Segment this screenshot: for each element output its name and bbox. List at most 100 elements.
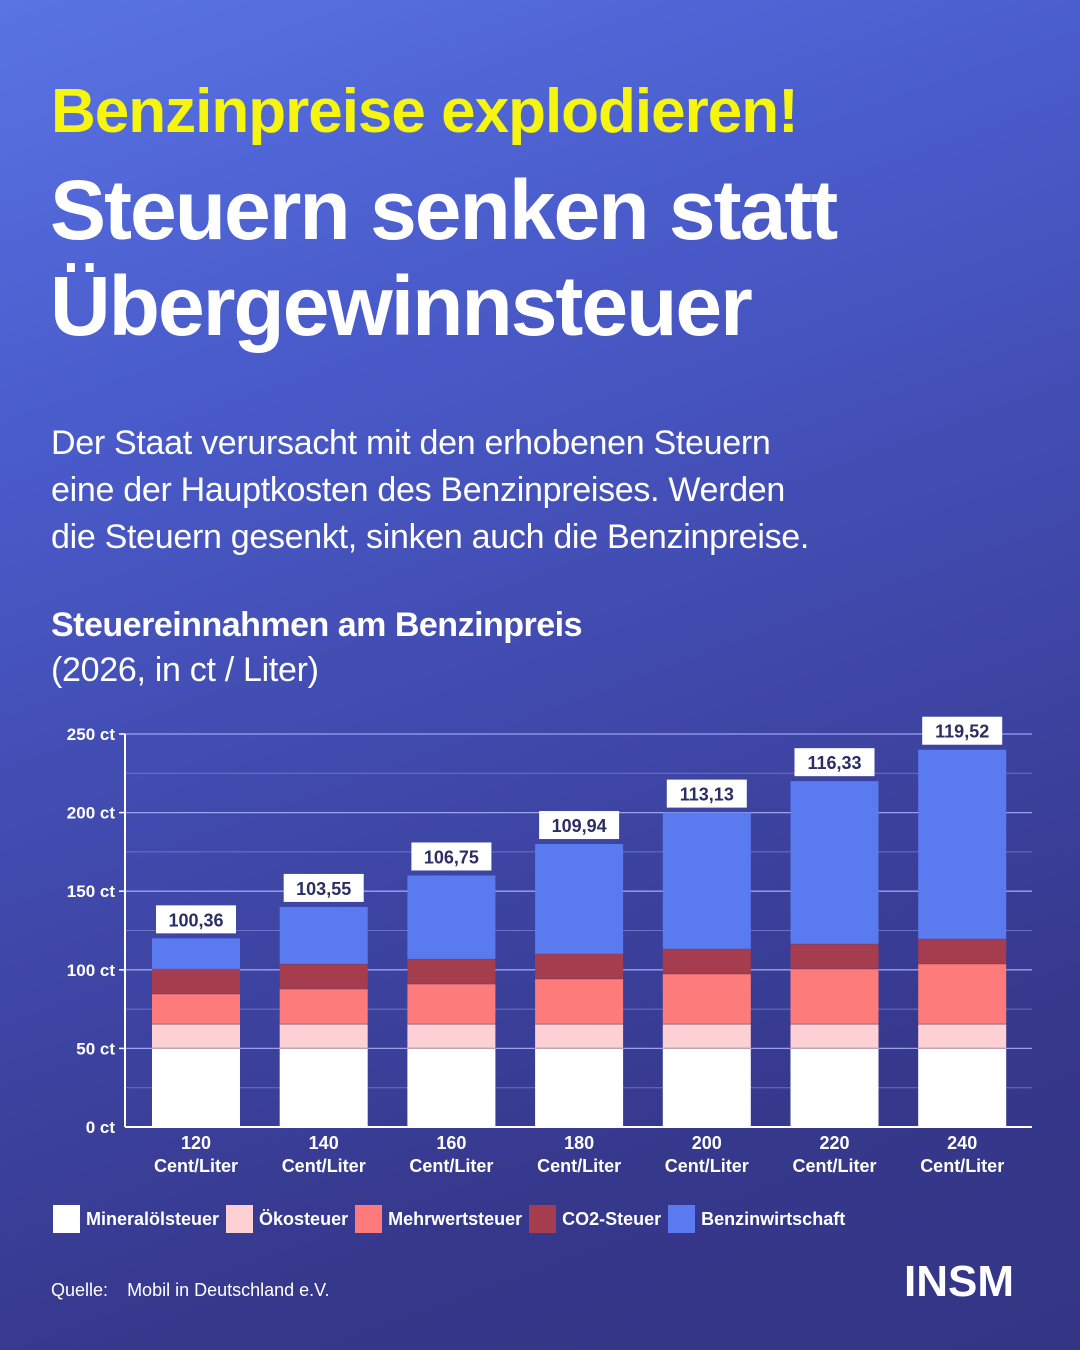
main-headline-line-1: Steuern senken statt [50, 163, 838, 257]
bar-stack-180 [535, 844, 624, 1127]
bar-stack-220 [790, 781, 879, 1127]
legend: Mineralölsteuer Ökosteuer Mehrwertsteuer CO… [53, 1205, 852, 1233]
data-label: 106,75 [411, 842, 492, 871]
bar-segment-benzinwirtschaft [152, 938, 240, 970]
data-label-box [156, 905, 236, 934]
bar-segment-co2-steuer [279, 964, 368, 989]
bar-segment-mehrwertsteuer [662, 973, 751, 1025]
chart-title: Steuereinnahmen am Benzinpreis [51, 606, 583, 644]
legend-item: Mineralölsteuer [53, 1205, 219, 1233]
y-tick-label: 250 ct [67, 725, 116, 744]
data-label-text: 116,33 [807, 753, 861, 773]
source-label: Quelle: [51, 1280, 109, 1300]
bar-segment-ökosteuer [918, 1024, 1007, 1049]
x-tick-label-unit: Cent/Liter [792, 1156, 876, 1176]
x-tick-label-value: 220 [819, 1133, 849, 1153]
legend-swatch [53, 1205, 80, 1233]
data-label: 113,13 [666, 779, 747, 808]
y-axis: 0 ct 50 ct 100 ct 150 ct 200 ct 250 ct [67, 725, 126, 1137]
main-headline-line-2: Übergewinnsteuer [50, 259, 753, 353]
legend-label: CO2-Steuer [562, 1208, 662, 1229]
bar-segment-co2-steuer [535, 954, 624, 979]
x-tick-label-unit: Cent/Liter [409, 1156, 493, 1176]
bar-segment-mineralölsteuer [152, 1048, 240, 1127]
data-labels: 100,36 103,55 106,75 109,94 113,13 116,33 119,… [156, 716, 1003, 934]
bar-segment-ökosteuer [279, 1024, 368, 1049]
chart-subtitle: (2026, in ct / Liter) [51, 651, 319, 689]
insm-logo: INSM [904, 1257, 1014, 1306]
legend-label: Mineralölsteuer [86, 1208, 220, 1229]
y-tick-label: 50 ct [76, 1039, 115, 1058]
bar-segment-mineralölsteuer [535, 1048, 624, 1127]
data-label-box [794, 748, 875, 777]
bar-segment-mehrwertsteuer [790, 968, 879, 1025]
bar-stack-200 [662, 812, 751, 1127]
data-label: 119,52 [922, 716, 1003, 745]
y-tick-label: 100 ct [67, 961, 116, 980]
data-label-box [283, 873, 364, 902]
bar-segment-benzinwirtschaft [790, 781, 879, 945]
bar-segment-benzinwirtschaft [535, 844, 624, 955]
legend-swatch [226, 1205, 254, 1233]
bar-segment-co2-steuer [790, 944, 879, 969]
x-tick-label-value: 160 [436, 1133, 466, 1153]
bar-segment-ökosteuer [662, 1024, 751, 1049]
y-tick-label: 200 ct [67, 804, 116, 823]
legend-swatch [355, 1205, 383, 1233]
legend-item: Benzinwirtschaft [668, 1205, 845, 1233]
bar-segment-benzinwirtschaft [918, 749, 1007, 940]
bar-segment-mineralölsteuer [790, 1048, 879, 1127]
bar-segment-benzinwirtschaft [662, 812, 751, 950]
source-note: Quelle: Mobil in Deutschland e.V. [51, 1280, 330, 1301]
data-label: 116,33 [794, 748, 875, 777]
intro-paragraph: Der Staat verursacht mit den erhobenen S… [51, 420, 1041, 561]
stacked-bar-chart: 0 ct 50 ct 100 ct 150 ct 200 ct 250 ct 100,36… [67, 716, 1032, 1176]
x-tick-label-unit: Cent/Liter [537, 1156, 621, 1176]
legend-swatch [668, 1205, 696, 1233]
data-label-text: 100,36 [168, 910, 223, 930]
data-label: 109,94 [539, 811, 620, 840]
bar-segment-ökosteuer [790, 1024, 879, 1049]
legend-item: Ökosteuer [226, 1205, 348, 1233]
data-label-box [666, 779, 747, 808]
bar-segment-ökosteuer [407, 1024, 496, 1049]
bar-segment-mineralölsteuer [918, 1048, 1007, 1127]
data-label-text: 113,13 [680, 785, 734, 805]
bar-segment-co2-steuer [407, 959, 496, 984]
data-label: 103,55 [283, 873, 364, 902]
bar-segment-benzinwirtschaft [407, 875, 496, 960]
bar-stack-160 [407, 875, 496, 1127]
legend-item: Mehrwertsteuer [355, 1205, 522, 1233]
legend-label: Benzinwirtschaft [701, 1208, 846, 1229]
x-axis: 120 Cent/Liter 140 Cent/Liter 160 Cent/Liter 1… [125, 1126, 1032, 1176]
x-tick-label-unit: Cent/Liter [665, 1156, 749, 1176]
bar-stack-120 [152, 938, 240, 1127]
legend-swatch [529, 1205, 557, 1233]
data-label: 100,36 [156, 905, 236, 934]
bar-segment-mehrwertsteuer [535, 978, 624, 1025]
bar-segment-mehrwertsteuer [407, 983, 496, 1025]
bar-segment-co2-steuer [918, 939, 1007, 964]
x-tick-label-value: 180 [564, 1133, 594, 1153]
kicker-headline: Benzinpreise explodieren! [51, 77, 799, 146]
bar-segment-mineralölsteuer [662, 1048, 751, 1127]
bar-segment-benzinwirtschaft [279, 906, 368, 965]
data-label-box [922, 716, 1003, 745]
bar-segment-mehrwertsteuer [918, 963, 1007, 1025]
data-label-box [411, 842, 492, 871]
x-tick-label-unit: Cent/Liter [282, 1156, 366, 1176]
source-name: Mobil in Deutschland e.V. [127, 1280, 330, 1300]
data-label-text: 119,52 [935, 722, 989, 742]
bar-segment-mineralölsteuer [279, 1048, 368, 1127]
legend-label: Mehrwertsteuer [388, 1208, 523, 1229]
x-tick-label-unit: Cent/Liter [154, 1156, 238, 1176]
bar-segment-mehrwertsteuer [279, 988, 368, 1025]
x-tick-label-value: 120 [181, 1133, 211, 1153]
y-tick-label: 150 ct [67, 882, 116, 901]
main-headline: Steuern senken statt Übergewinnsteuer [50, 162, 838, 354]
data-label-text: 103,55 [296, 879, 351, 899]
bar-segment-ökosteuer [152, 1024, 240, 1049]
bar-segment-co2-steuer [662, 949, 751, 974]
bar-segment-ökosteuer [535, 1024, 624, 1049]
y-tick-label: 0 ct [86, 1118, 116, 1137]
